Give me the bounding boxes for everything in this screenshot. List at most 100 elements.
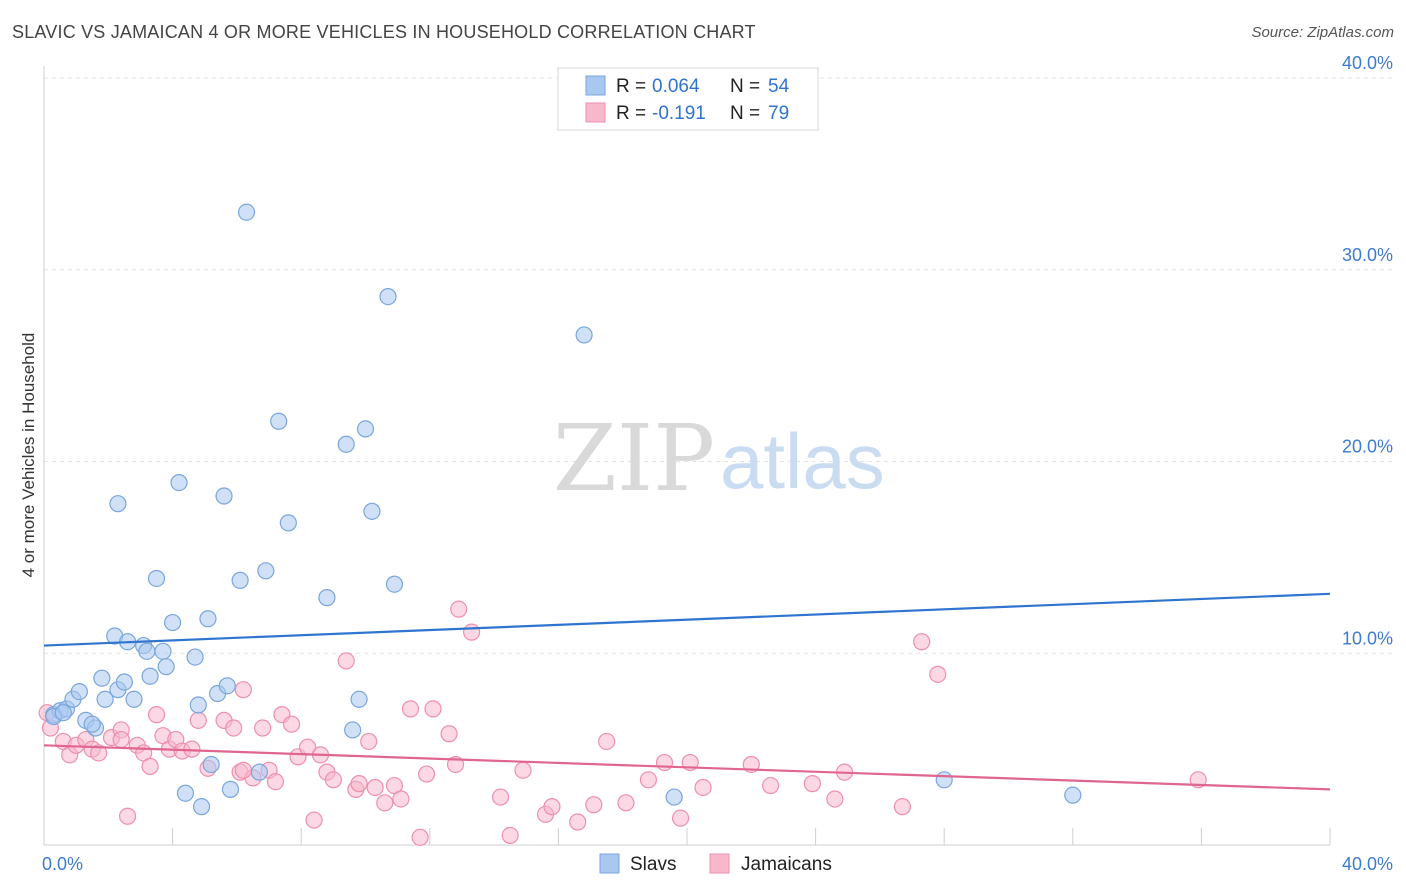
slavs-point (83, 715, 101, 733)
jamaicans-point (761, 776, 780, 795)
jamaicans-point (569, 813, 587, 831)
legend-slavs-swatch (585, 75, 606, 96)
slavs-point (125, 690, 143, 708)
jamaicans-point (411, 828, 429, 846)
legend-bottom-jamaicans-swatch (709, 853, 730, 874)
slavs-point (147, 569, 166, 588)
slavs-point (250, 763, 269, 781)
jamaicans-point (585, 796, 603, 814)
jamaicans-point (324, 771, 342, 789)
legend-top: R = 0.064 N = 54 R = -0.191 N = 79 (557, 67, 819, 131)
jamaicans-point (462, 623, 481, 641)
jamaicans-trend-line (43, 744, 1331, 791)
jamaicans-point (189, 711, 207, 729)
slavs-point (237, 203, 256, 221)
source-label: Source: ZipAtlas.com (1251, 24, 1394, 41)
jamaicans-point (376, 794, 394, 812)
slavs-point (138, 642, 156, 660)
jamaicans-point (803, 775, 821, 793)
chart-title: SLAVIC VS JAMAICAN 4 OR MORE VEHICLES IN… (12, 22, 756, 42)
legend-slavs-r-label: R = (616, 76, 646, 97)
jamaicans-point (254, 719, 272, 737)
slavs-point (337, 435, 355, 453)
slavs-point (215, 487, 233, 505)
y-axis-label: 4 or more Vehicles in Household (19, 333, 38, 578)
jamaicans-point (826, 790, 844, 808)
slavs-point (1064, 786, 1082, 804)
slavs-trend-line (43, 592, 1331, 647)
jamaicans-point (450, 600, 468, 618)
slavs-point (218, 677, 236, 695)
jamaicans-point (514, 761, 532, 779)
jamaicans-point (913, 633, 931, 651)
legend-jamaicans-r-label: R = (616, 103, 646, 124)
jamaicans-point (234, 761, 252, 779)
slavs-point (363, 502, 381, 520)
jamaicans-point (392, 790, 410, 808)
jamaicans-point (417, 765, 436, 783)
slavs-points (45, 203, 1082, 816)
slavs-point (231, 571, 249, 589)
jamaicans-point (282, 715, 301, 733)
slavs-point (221, 780, 240, 798)
legend-bottom: Slavs Jamaicans (599, 853, 832, 875)
y-tick-label: 40.0% (1342, 53, 1393, 73)
slavs-point (344, 721, 362, 739)
jamaicans-point (491, 788, 510, 806)
slavs-point (935, 771, 953, 789)
jamaicans-point (655, 753, 674, 772)
jamaicans-point (893, 798, 912, 816)
legend-slavs-n-value: 54 (768, 76, 790, 97)
jamaicans-point (305, 811, 323, 829)
y-tick-label: 10.0% (1342, 628, 1393, 648)
jamaicans-point (929, 665, 947, 683)
slavs-point (70, 682, 88, 701)
trend-lines (43, 592, 1331, 791)
y-tick-label: 30.0% (1342, 245, 1393, 265)
slavs-point (186, 648, 204, 666)
slavs-point (318, 589, 336, 607)
slavs-point (170, 473, 188, 492)
jamaicans-point (639, 771, 658, 789)
legend-jamaicans-n-value: 79 (768, 103, 789, 124)
jamaicans-point (118, 807, 137, 825)
jamaicans-point (543, 798, 561, 816)
watermark-zip: ZIP (553, 405, 715, 512)
jamaicans-point (501, 826, 519, 845)
jamaicans-point (234, 681, 252, 699)
legend-jamaicans-n-label: N = (730, 103, 760, 124)
x-tick-labels: 0.0% 40.0% (42, 854, 1393, 874)
jamaicans-point (90, 744, 108, 762)
slavs-point (192, 798, 211, 816)
x-tick-label: 0.0% (42, 854, 83, 874)
jamaicans-point (225, 719, 243, 737)
slavs-point (202, 755, 220, 774)
x-tick-label: 40.0% (1342, 854, 1393, 874)
jamaicans-point (694, 778, 712, 797)
watermark-atlas: atlas (720, 417, 885, 505)
legend-jamaicans-r-value: -0.191 (652, 103, 706, 124)
jamaicans-point (266, 773, 285, 791)
slavs-point (93, 669, 111, 687)
jamaicans-point (598, 732, 616, 751)
slavs-point (575, 326, 593, 344)
jamaicans-point (424, 700, 442, 718)
jamaicans-point (366, 778, 384, 797)
slavs-point (199, 610, 217, 628)
legend-slavs-r-value: 0.064 (652, 76, 700, 97)
slavs-point (350, 690, 368, 708)
legend-slavs-n-label: N = (730, 76, 760, 97)
slavs-point (279, 514, 297, 532)
slavs-point (379, 287, 397, 306)
slavs-point (385, 575, 404, 593)
slavs-point (164, 613, 182, 632)
y-tick-labels: 10.0% 20.0% 30.0% 40.0% (1342, 53, 1393, 648)
jamaicans-point (350, 775, 368, 793)
jamaicans-point (401, 700, 420, 718)
legend-bottom-slavs-label: Slavs (630, 854, 676, 875)
slavs-point (270, 412, 288, 430)
slavs-point (189, 696, 207, 714)
slavs-point (257, 562, 275, 580)
jamaicans-point (112, 730, 130, 749)
